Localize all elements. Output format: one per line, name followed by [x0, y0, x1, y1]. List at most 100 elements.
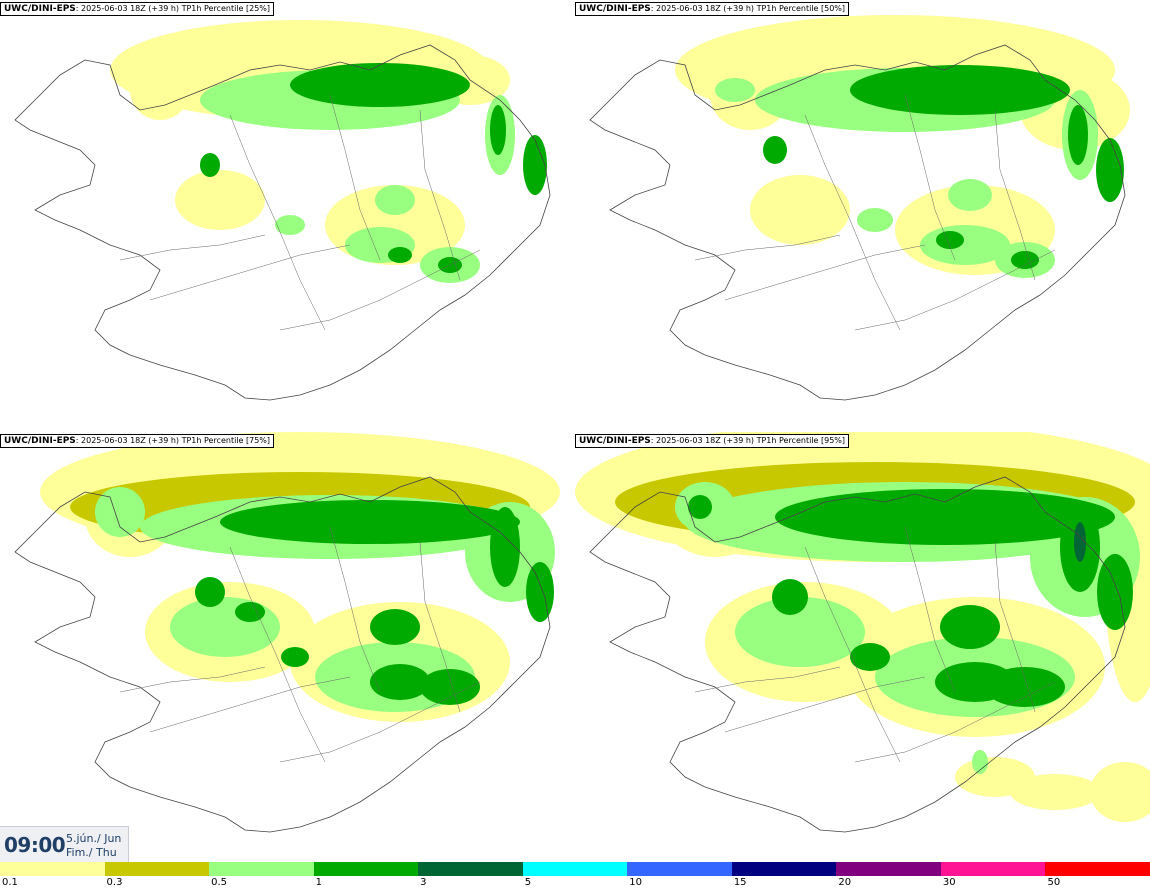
legend-tick-label: 20	[838, 877, 852, 888]
precip-area	[985, 667, 1065, 707]
precip-area	[940, 605, 1000, 649]
field-name: TP1h Percentile [50%]	[756, 4, 846, 13]
field-name: TP1h Percentile [25%]	[181, 4, 271, 13]
coastline	[589, 476, 1126, 833]
precip-area	[772, 579, 808, 615]
legend-swatch	[1045, 862, 1150, 876]
precip-area	[936, 231, 964, 249]
precip-area	[281, 647, 309, 667]
legend-swatch	[0, 862, 105, 876]
panel-title: UWC/DINI-EPS: 2025-06-03 18Z (+39 h) TP1…	[575, 434, 850, 448]
precip-area	[688, 495, 712, 519]
panel-title: UWC/DINI-EPS: 2025-06-03 18Z (+39 h) TP1…	[575, 2, 850, 16]
legend-swatch	[418, 862, 523, 876]
precip-area	[388, 247, 412, 263]
legend-swatch	[209, 862, 314, 876]
legend-swatch	[313, 862, 419, 876]
valid-date-line2: Fim./ Thu	[66, 846, 117, 859]
legend-tick-label: 0.1	[2, 877, 18, 888]
precip-area	[195, 577, 225, 607]
boundary-line	[229, 114, 326, 331]
boundary-line	[694, 666, 841, 693]
precip-area	[370, 609, 420, 645]
legend-tick-label: 1	[315, 877, 322, 888]
precip-area	[1011, 251, 1039, 269]
legend-swatch	[731, 862, 837, 876]
valid-clock: 09:00	[4, 833, 66, 857]
map-panel-p25: UWC/DINI-EPS: 2025-06-03 18Z (+39 h) TP1…	[0, 0, 575, 430]
precip-area	[200, 153, 220, 177]
precip-area	[420, 669, 480, 705]
precip-area	[275, 215, 305, 235]
boundary-line	[804, 114, 901, 331]
panel-title: UWC/DINI-EPS: 2025-06-03 18Z (+39 h) TP1…	[0, 434, 275, 448]
precip-area	[95, 487, 145, 537]
precip-area	[1068, 105, 1088, 165]
run-info: : 2025-06-03 18Z (+39 h)	[75, 4, 180, 13]
precip-area	[523, 135, 547, 195]
legend-color-bar	[0, 862, 1150, 876]
precip-area	[763, 136, 787, 164]
boundary-line	[694, 234, 841, 261]
boundary-line	[854, 249, 1056, 331]
panel-title: UWC/DINI-EPS: 2025-06-03 18Z (+39 h) TP1…	[0, 2, 275, 16]
precip-area	[775, 489, 1115, 545]
valid-date-line1: 5.jún./ Jun	[66, 832, 122, 845]
boundary-line	[904, 526, 956, 693]
precip-map-p25	[14, 20, 551, 401]
legend-tick-label: 3	[420, 877, 427, 888]
precip-area	[130, 60, 190, 120]
boundary-line	[419, 109, 461, 281]
model-name: UWC/DINI-EPS	[4, 4, 76, 14]
precip-area	[857, 208, 893, 232]
boundary-line	[119, 234, 266, 261]
boundary-line	[119, 666, 266, 693]
boundary-line	[994, 109, 1036, 281]
precip-map-p95	[575, 432, 1150, 833]
legend-tick-label: 30	[942, 877, 956, 888]
legend-tick-label: 10	[629, 877, 642, 888]
boundary-line	[994, 541, 1036, 713]
coastline	[14, 476, 551, 833]
coastline	[589, 44, 1126, 401]
precip-area	[220, 500, 520, 544]
coastline	[14, 44, 551, 401]
legend-swatch	[836, 862, 941, 876]
boundary-line	[854, 681, 1056, 763]
precip-area	[370, 664, 430, 700]
legend-tick-label: 15	[733, 877, 747, 888]
boundary-line	[904, 94, 956, 261]
precip-area	[948, 179, 992, 211]
precip-area	[735, 597, 865, 667]
boundary-line	[329, 526, 381, 693]
legend-swatch	[627, 862, 732, 876]
legend-tick-label: 0.5	[211, 877, 227, 888]
precip-area	[290, 63, 470, 107]
model-name: UWC/DINI-EPS	[579, 436, 651, 446]
legend-swatch	[522, 862, 628, 876]
precip-map-p75	[14, 432, 560, 833]
boundary-line	[279, 681, 481, 763]
precip-area	[1090, 762, 1150, 822]
model-name: UWC/DINI-EPS	[579, 4, 651, 14]
field-name: TP1h Percentile [95%]	[756, 436, 846, 445]
precip-area	[1074, 522, 1086, 562]
precip-area	[1010, 774, 1100, 810]
boundary-line	[149, 244, 351, 301]
precip-area	[972, 750, 988, 774]
precip-area	[235, 602, 265, 622]
boundary-line	[419, 541, 461, 713]
precip-area	[750, 175, 850, 245]
run-info: : 2025-06-03 18Z (+39 h)	[75, 436, 180, 445]
boundary-line	[804, 546, 901, 763]
boundary-line	[279, 249, 481, 331]
precip-area	[175, 170, 265, 230]
legend-tick-label: 50	[1047, 877, 1061, 888]
precip-area	[526, 562, 554, 622]
precip-area	[1097, 554, 1133, 630]
precip-area	[1096, 138, 1124, 202]
boundary-line	[229, 546, 326, 763]
boundary-line	[149, 676, 351, 733]
color-scale-legend: 0.1 0.3 0.5 1 3 5 10 15 20 30 50	[0, 862, 1150, 891]
field-name: TP1h Percentile [75%]	[181, 436, 271, 445]
